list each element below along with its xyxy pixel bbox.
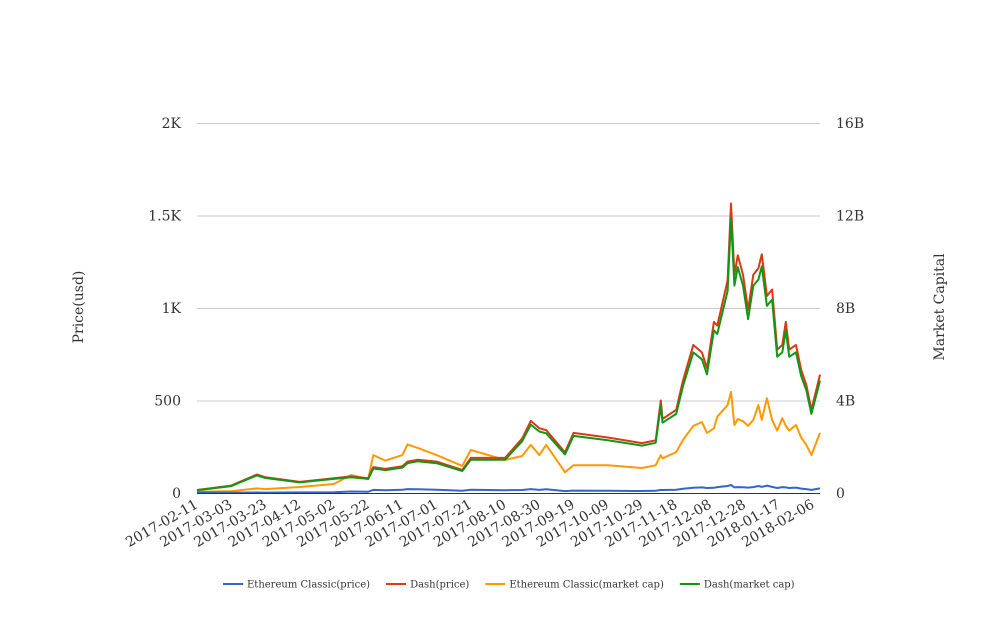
y2-tick-label: 4B [836,394,855,410]
y-tick-label: 500 [154,394,181,410]
right-axis-ticks: 0 4B 8B 12B 16B [836,116,864,502]
x-axis-ticks: 2017-02-112017-03-032017-03-232017-04-12… [123,497,817,551]
legend-label: Dash(market cap) [704,580,795,591]
series-line-ethereum-classic-price [196,484,821,494]
series-line-dash-price [196,202,821,491]
y-tick-label: 2K [162,116,182,132]
y-tick-label: 1.5K [148,209,181,225]
legend-label: Ethereum Classic(price) [247,580,370,591]
legend-item: Dash(market cap) [679,580,795,591]
y-tick-label: 0 [172,486,181,502]
legend-label: Dash(price) [410,580,469,591]
gridlines [197,123,820,402]
y2-tick-label: 16B [836,116,864,132]
series-lines [196,202,821,494]
series-line-dash-market-cap [196,217,821,492]
y-axis-title: Price(usd) [71,271,87,344]
legend-item: Ethereum Classic(price) [223,580,370,591]
y2-tick-label: 0 [836,486,845,502]
legend-label: Ethereum Classic(market cap) [509,580,664,591]
series-line-ethereum-classic-market-cap [196,390,821,493]
left-axis-ticks: 0 500 1K 1.5K 2K [148,116,181,502]
y-tick-label: 1K [162,301,182,317]
y2-axis-title: Market Capital [932,253,948,361]
y2-tick-label: 8B [836,301,855,317]
legend: Ethereum Classic(price) Dash(price) Ethere… [223,580,795,591]
legend-item: Dash(price) [386,580,469,591]
y2-tick-label: 12B [836,209,864,225]
legend-item: Ethereum Classic(market cap) [485,580,664,591]
